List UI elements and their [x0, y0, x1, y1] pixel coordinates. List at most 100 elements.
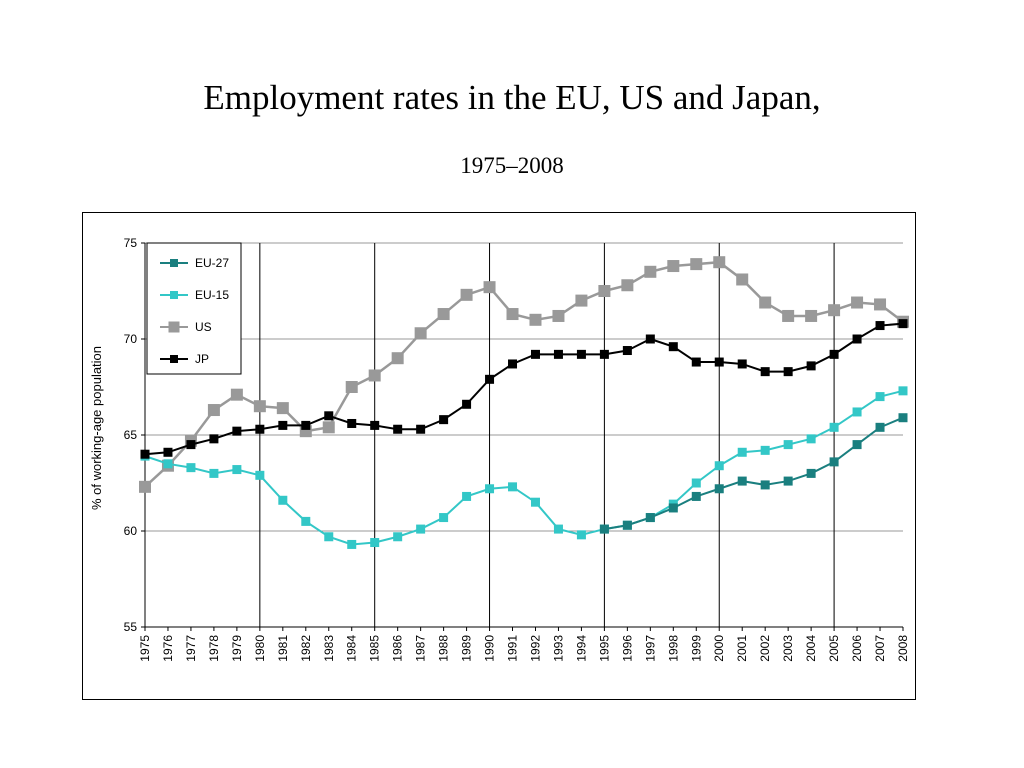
data-point [714, 357, 724, 367]
data-point [345, 381, 358, 393]
x-tick-label: 1979 [230, 635, 244, 662]
data-point [437, 308, 450, 321]
y-axis-label: % of working-age population [89, 346, 104, 510]
data-point [852, 407, 862, 417]
x-tick-label: 1981 [276, 635, 290, 662]
data-point [829, 457, 839, 467]
data-point [322, 421, 335, 434]
data-point [898, 413, 908, 423]
data-point [506, 308, 519, 321]
data-point [875, 422, 885, 432]
data-point [829, 349, 839, 359]
data-point [760, 367, 770, 377]
data-point [851, 296, 864, 309]
y-tick-label: 75 [124, 236, 138, 250]
data-point [553, 524, 563, 534]
data-point [806, 434, 816, 444]
data-point [416, 524, 426, 534]
x-tick-label: 2004 [804, 635, 818, 662]
legend-label: US [195, 320, 212, 334]
series-us [139, 256, 909, 493]
x-tick-label: 2005 [827, 635, 841, 662]
data-point [230, 388, 243, 401]
data-point [324, 532, 334, 542]
data-point [874, 298, 887, 311]
data-point [278, 420, 288, 430]
series-line [144, 260, 904, 488]
data-point [508, 482, 518, 492]
data-point [622, 346, 632, 356]
data-point [575, 294, 588, 307]
data-point [207, 404, 220, 417]
y-tick-label: 55 [124, 620, 138, 634]
data-point [645, 513, 655, 523]
data-point [737, 447, 747, 457]
x-tick-label: 1975 [138, 635, 152, 662]
x-tick-label: 1983 [322, 635, 336, 662]
x-tick-label: 1978 [207, 635, 221, 662]
legend-swatch-marker [170, 291, 178, 299]
x-tick-label: 1980 [253, 635, 267, 662]
x-tick-label: 1995 [597, 635, 611, 662]
data-point [552, 309, 565, 322]
data-point [485, 374, 495, 384]
data-point [759, 296, 772, 309]
data-point [485, 484, 495, 494]
data-point [622, 520, 632, 530]
data-point [668, 342, 678, 352]
y-tick-label: 70 [124, 332, 138, 346]
data-point [186, 440, 196, 450]
data-point [370, 420, 380, 430]
data-point [530, 349, 540, 359]
data-point [439, 415, 449, 425]
data-point [140, 449, 150, 459]
data-point [713, 256, 726, 269]
x-tick-label: 1992 [528, 635, 542, 662]
x-tick-label: 2002 [758, 635, 772, 662]
data-point [668, 503, 678, 513]
data-point [875, 392, 885, 402]
legend: EU-27 EU-15 US JP [146, 242, 242, 375]
data-point [806, 361, 816, 371]
legend-swatch-marker [168, 321, 180, 333]
data-point [347, 539, 357, 549]
data-point [301, 516, 311, 526]
legend-item-jp: JP [160, 352, 209, 366]
data-point [599, 349, 609, 359]
data-point [898, 386, 908, 396]
data-point [276, 402, 289, 415]
legend-item-eu-27: EU-27 [160, 256, 229, 270]
data-point [852, 440, 862, 450]
data-point [163, 459, 173, 469]
data-point [737, 476, 747, 486]
series-line [604, 416, 904, 531]
x-tick-label: 1985 [368, 635, 382, 662]
data-point [783, 476, 793, 486]
data-point [209, 468, 219, 478]
data-point [529, 313, 542, 326]
x-tick-label: 1998 [666, 635, 680, 662]
data-point [530, 497, 540, 507]
data-point [760, 445, 770, 455]
x-tick-label: 1987 [414, 635, 428, 662]
legend-swatch-marker [170, 259, 178, 267]
data-point [462, 491, 472, 501]
data-point [209, 434, 219, 444]
data-point [691, 478, 701, 488]
data-point [691, 357, 701, 367]
series-jp [140, 319, 908, 459]
x-tick-label: 1997 [643, 635, 657, 662]
data-point [391, 352, 404, 365]
data-point [783, 367, 793, 377]
series-eu-15 [140, 386, 908, 549]
data-point [232, 465, 242, 475]
data-point [553, 349, 563, 359]
legend-item-us: US [160, 320, 212, 334]
x-tick-label: 1993 [551, 635, 565, 662]
data-point [278, 495, 288, 505]
data-point [760, 480, 770, 490]
x-tick-label: 2000 [712, 635, 726, 662]
axes-layer: 55 60 65 70 75 1975 1976 1977 1978 1979 1980 1981 19… [124, 236, 910, 662]
x-tick-label: 1991 [506, 635, 520, 662]
